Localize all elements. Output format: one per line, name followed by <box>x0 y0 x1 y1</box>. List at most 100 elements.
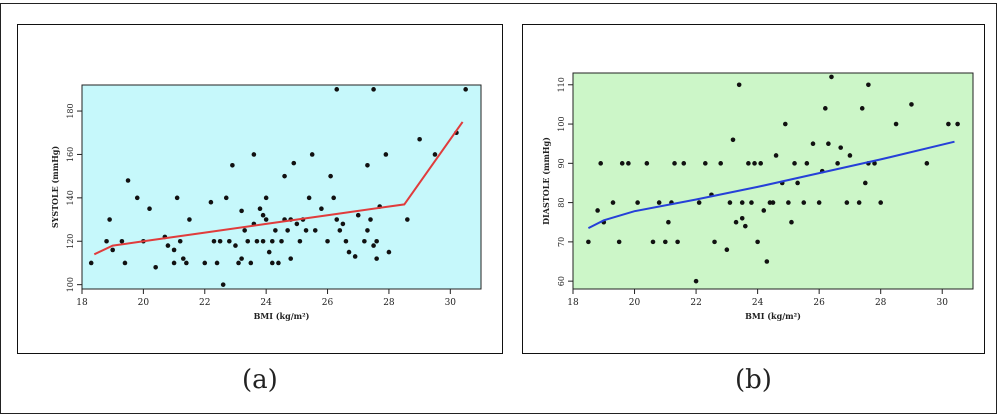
chart-a-point-62 <box>312 228 318 233</box>
chart-b-point-65 <box>872 161 877 166</box>
chart-b-point-8 <box>635 200 640 205</box>
chart-a-point-75 <box>362 238 367 244</box>
chart-b-y-tick-label-5: 110 <box>557 77 566 92</box>
chart-a-point-38 <box>254 238 260 244</box>
chart-b-point-61 <box>859 106 865 111</box>
chart-b-point-43 <box>783 121 788 127</box>
chart-b-point-24 <box>724 247 730 253</box>
chart-a-point-68 <box>334 217 340 222</box>
chart-b-point-32 <box>746 161 751 166</box>
chart-a-point-44 <box>266 249 272 255</box>
chart-a-point-35 <box>248 260 254 266</box>
chart-a-x-tick-label-0: 18 <box>76 298 88 308</box>
chart-b-point-57 <box>838 145 843 150</box>
chart-b-point-45 <box>789 219 794 225</box>
chart-a-point-23 <box>214 260 220 266</box>
chart-a-point-80 <box>371 87 376 92</box>
chart-b-point-26 <box>730 137 736 143</box>
chart-b-point-48 <box>801 200 807 205</box>
chart-a-point-78 <box>368 217 373 222</box>
chart-b-point-56 <box>835 161 840 166</box>
chart-b-point-51 <box>816 200 822 205</box>
chart-b-point-53 <box>823 106 828 111</box>
chart-a-point-84 <box>383 152 389 157</box>
chart-a-point-57 <box>297 238 303 244</box>
chart-a-point-25 <box>220 282 226 287</box>
chart-a-point-30 <box>236 260 241 266</box>
chart-a-x-tick-label-5: 28 <box>383 298 395 308</box>
chart-b-point-31 <box>743 223 748 229</box>
chart-a-point-34 <box>245 238 251 244</box>
chart-b-x-tick-label-5: 28 <box>875 298 887 308</box>
chart-a-point-40 <box>260 238 266 244</box>
chart-b-point-17 <box>681 161 687 166</box>
systole-chart: 18 20 22 24 26 28 30 100 120 140 160 180 BMI (kg/m²)… <box>50 84 482 321</box>
chart-b-point-54 <box>826 141 831 146</box>
chart-b-x-tick-label-2: 22 <box>690 298 701 308</box>
chart-a-x-tick-label-2: 22 <box>199 298 210 308</box>
chart-a-y-tick-label-0: 100 <box>66 277 75 292</box>
chart-b-y-tick-label-0: 60 <box>557 276 566 286</box>
chart-b-plot-area <box>572 72 974 290</box>
chart-a-point-28 <box>230 162 235 168</box>
chart-b-point-29 <box>739 200 745 205</box>
figure-frame <box>0 3 997 414</box>
chart-a-point-24 <box>217 238 223 244</box>
chart-b-y-axis-label: DIASTOLE (mmHg) <box>541 137 551 225</box>
chart-a-point-2 <box>107 217 112 222</box>
chart-b-point-69 <box>924 161 930 166</box>
chart-a-point-60 <box>306 195 312 201</box>
chart-b-point-55 <box>829 74 834 80</box>
chart-b-x-tick-label-6: 30 <box>937 298 949 308</box>
chart-b-point-0 <box>586 239 591 245</box>
chart-a-point-21 <box>208 199 214 205</box>
chart-a-point-10 <box>153 264 158 270</box>
chart-b-point-16 <box>675 239 680 245</box>
chart-b-point-34 <box>752 161 757 166</box>
chart-a-plot-area <box>81 84 482 290</box>
chart-a-point-51 <box>282 173 287 179</box>
chart-b-point-12 <box>663 239 668 245</box>
chart-a-point-85 <box>386 249 392 255</box>
chart-a-point-29 <box>233 243 238 248</box>
panel-a: 18 20 22 24 26 28 30 100 120 140 160 180 BMI (kg/m²)… <box>17 24 503 354</box>
chart-b-point-10 <box>650 239 656 245</box>
chart-a-point-39 <box>257 206 263 212</box>
chart-a-point-13 <box>171 247 177 253</box>
chart-b-point-30 <box>739 216 745 221</box>
chart-a-point-46 <box>269 260 275 266</box>
chart-a-point-6 <box>125 178 131 183</box>
chart-a-fit-line <box>93 121 464 256</box>
chart-a-point-71 <box>343 238 349 244</box>
chart-b-point-59 <box>847 153 853 158</box>
chart-b-point-13 <box>666 219 671 225</box>
chart-b-point-23 <box>718 161 723 166</box>
chart-a-point-32 <box>239 208 244 214</box>
chart-a-point-26 <box>223 195 229 201</box>
chart-b-point-40 <box>770 200 776 205</box>
chart-a-point-82 <box>374 238 379 244</box>
chart-a-point-77 <box>365 162 370 168</box>
chart-a-point-17 <box>180 256 186 261</box>
chart-a-y-tick-label-4: 180 <box>66 103 75 118</box>
chart-b-point-47 <box>795 180 800 186</box>
chart-a-point-67 <box>334 87 340 92</box>
chart-a-y-tick-label-3: 160 <box>66 147 75 162</box>
chart-a-x-tick-label-1: 20 <box>138 298 150 308</box>
chart-b-point-49 <box>804 161 810 166</box>
chart-a-point-76 <box>365 228 370 233</box>
chart-a-point-9 <box>147 206 152 212</box>
chart-a-point-41 <box>260 212 266 218</box>
chart-b-point-25 <box>727 200 733 205</box>
chart-a-point-65 <box>328 173 333 179</box>
chart-a-point-72 <box>346 249 352 255</box>
chart-b-point-44 <box>786 200 791 205</box>
chart-b-point-7 <box>626 161 631 166</box>
chart-a-point-86 <box>405 217 410 222</box>
chart-b-point-66 <box>878 200 883 205</box>
chart-b-point-67 <box>893 121 899 127</box>
chart-b-point-4 <box>610 200 616 205</box>
chart-a-point-47 <box>273 228 278 233</box>
chart-a-point-45 <box>269 238 275 244</box>
